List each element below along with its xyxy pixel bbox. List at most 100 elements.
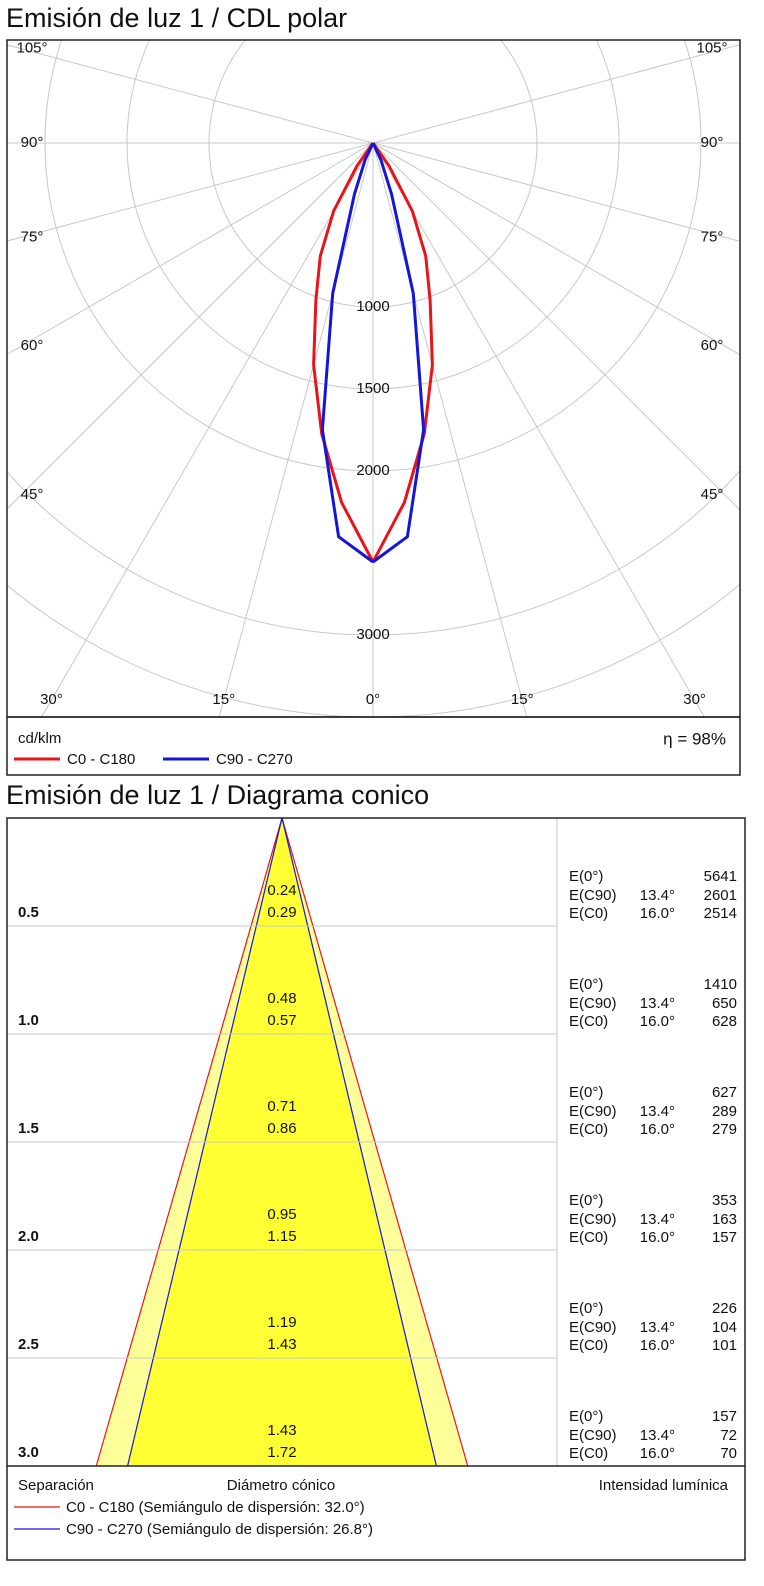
e-angle: 13.4° — [640, 1211, 675, 1228]
diameter-label: 1.72 — [267, 1444, 296, 1461]
diameter-label: 0.24 — [267, 882, 296, 899]
intensity-curve — [371, 142, 426, 564]
e-angle: 13.4° — [640, 1427, 675, 1444]
grid-spoke — [7, 142, 374, 355]
e-angle: 16.0° — [640, 1229, 675, 1246]
e-label: E(C0) — [569, 1121, 608, 1138]
grid-spoke — [41, 142, 374, 717]
diameter-label: 0.48 — [267, 990, 296, 1007]
e-angle: 13.4° — [640, 995, 675, 1012]
legend-frame — [6, 716, 741, 776]
e-label: E(C0) — [569, 1013, 608, 1030]
grid-spoke — [7, 142, 374, 510]
e-value: 289 — [712, 1103, 737, 1120]
angle-label: 60° — [21, 337, 44, 354]
angle-label: 105° — [16, 40, 47, 57]
grid-spoke — [372, 142, 705, 717]
e-value: 226 — [712, 1300, 737, 1317]
legend-label: C0 - C180 — [67, 751, 135, 768]
angle-label: 15° — [212, 691, 235, 708]
angle-label: 45° — [701, 486, 724, 503]
angle-label: 75° — [701, 228, 724, 245]
e-label: E(C0) — [569, 905, 608, 922]
e-angle: 13.4° — [640, 1103, 675, 1120]
e-label: E(C0) — [569, 1337, 608, 1354]
e-label: E(C0) — [569, 1445, 608, 1462]
angle-label: 45° — [21, 486, 44, 503]
e-value: 628 — [712, 1013, 737, 1030]
x-axis-title: Diámetro cónico — [227, 1477, 335, 1494]
distance-label: 2.0 — [18, 1228, 39, 1245]
angle-label: 30° — [40, 691, 63, 708]
e-label: E(C90) — [569, 1427, 617, 1444]
e-value: 70 — [720, 1445, 737, 1462]
e-label: E(C90) — [569, 995, 617, 1012]
grid-spoke — [372, 44, 740, 144]
e-label: E(0°) — [569, 1192, 603, 1209]
e-value: 72 — [720, 1427, 737, 1444]
e-angle: 16.0° — [640, 1337, 675, 1354]
diameter-label: 0.29 — [267, 904, 296, 921]
angle-label: 105° — [696, 40, 727, 57]
e-value: 104 — [712, 1319, 737, 1336]
intensity-curve — [320, 142, 375, 564]
e-angle: 16.0° — [640, 1445, 675, 1462]
angle-label: 0° — [366, 691, 380, 708]
e-value: 353 — [712, 1192, 737, 1209]
value-title: Intensidad lumínica — [599, 1477, 729, 1494]
angle-label: 60° — [701, 337, 724, 354]
chart-title: Emisión de luz 1 / CDL polar — [6, 3, 347, 33]
distance-label: 2.5 — [18, 1336, 39, 1353]
e-label: E(C90) — [569, 887, 617, 904]
e-value: 2514 — [704, 905, 737, 922]
r-tick-label: 3000 — [356, 626, 389, 643]
grid-ring — [7, 469, 740, 636]
angle-label: 75° — [21, 228, 44, 245]
e-angle: 16.0° — [640, 1013, 675, 1030]
e-value: 101 — [712, 1337, 737, 1354]
distance-label: 1.0 — [18, 1012, 39, 1029]
e-label: E(C0) — [569, 1229, 608, 1246]
e-label: E(0°) — [569, 868, 603, 885]
e-label: E(0°) — [569, 1408, 603, 1425]
grid-spoke — [372, 142, 740, 511]
e-label: E(C90) — [569, 1103, 617, 1120]
diameter-label: 0.57 — [267, 1012, 296, 1029]
e-label: E(C90) — [569, 1319, 617, 1336]
e-value: 163 — [712, 1211, 737, 1228]
e-value: 650 — [712, 995, 737, 1012]
e-value: 1410 — [704, 976, 737, 993]
angle-label: 90° — [701, 134, 724, 151]
legend-label: C90 - C270 (Semiángulo de dispersión: 26… — [66, 1521, 373, 1538]
diameter-label: 1.19 — [267, 1314, 296, 1331]
e-label: E(C90) — [569, 1211, 617, 1228]
e-value: 5641 — [704, 868, 737, 885]
diameter-label: 0.71 — [267, 1098, 296, 1115]
intensity-curve — [371, 142, 434, 563]
r-tick-label: 1500 — [356, 380, 389, 397]
e-angle: 13.4° — [640, 1319, 675, 1336]
unit-label: cd/klm — [18, 730, 61, 747]
grid-spoke — [372, 142, 740, 242]
e-label: E(0°) — [569, 1084, 603, 1101]
legend-label: C0 - C180 (Semiángulo de dispersión: 32.… — [66, 1499, 365, 1516]
grid-spoke — [7, 44, 374, 144]
e-angle: 16.0° — [640, 905, 675, 922]
grid-spoke — [7, 142, 374, 242]
distance-label: 1.5 — [18, 1120, 39, 1137]
diameter-label: 0.86 — [267, 1120, 296, 1137]
angle-label: 30° — [683, 691, 706, 708]
distance-label: 0.5 — [18, 904, 39, 921]
grid-spoke — [372, 142, 740, 356]
e-value: 157 — [712, 1408, 737, 1425]
r-tick-label: 1000 — [356, 298, 389, 315]
e-label: E(0°) — [569, 1300, 603, 1317]
angle-label: 15° — [511, 691, 534, 708]
efficiency-label: η = 98% — [663, 729, 726, 748]
outer-ring — [7, 583, 740, 717]
y-axis-title: Separación — [18, 1477, 94, 1494]
e-value: 627 — [712, 1084, 737, 1101]
e-value: 2601 — [704, 887, 737, 904]
distance-label: 3.0 — [18, 1444, 39, 1461]
